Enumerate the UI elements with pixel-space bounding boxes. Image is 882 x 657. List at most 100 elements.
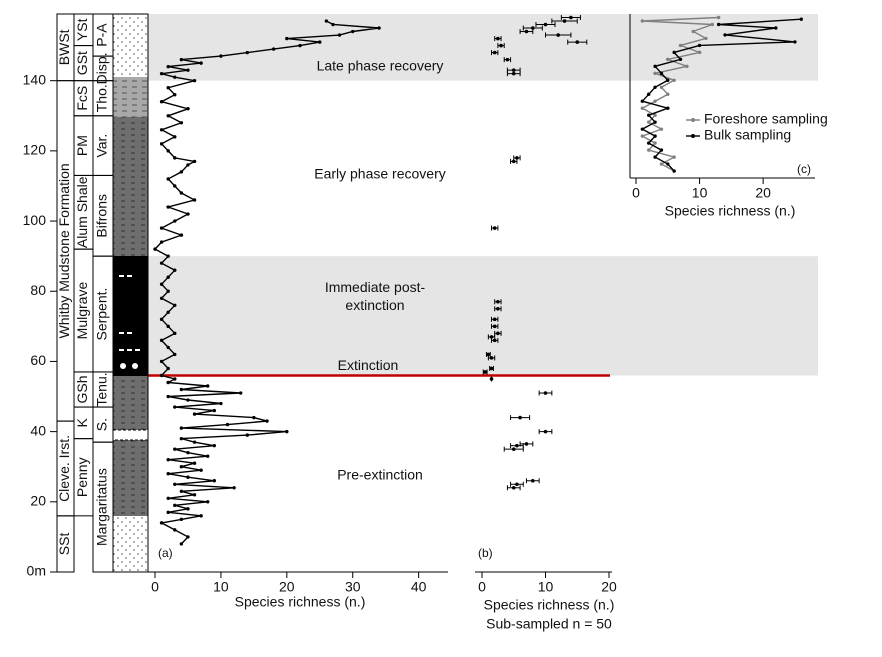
sample-point	[199, 468, 203, 472]
sample-point	[496, 306, 500, 311]
sample-point	[774, 26, 778, 30]
strat-label: Penny	[74, 457, 90, 497]
sample-point	[166, 345, 170, 350]
sample-point	[179, 121, 184, 125]
sample-point	[492, 317, 497, 322]
sample-point	[556, 33, 560, 37]
lithology-column	[112, 13, 149, 573]
sample-point	[159, 240, 164, 244]
sample-point	[159, 296, 164, 300]
x-axis-label: Species richness (n.)	[665, 203, 796, 219]
strat-label: Tenu.	[94, 372, 110, 406]
zone-label: Late phase recovery	[317, 58, 444, 74]
sample-point	[531, 478, 535, 483]
sample-point	[672, 50, 676, 55]
sample-point	[543, 391, 548, 395]
zone-band	[148, 256, 818, 376]
richness-line	[153, 20, 380, 545]
sample-point	[511, 71, 516, 76]
sample-point	[166, 310, 170, 315]
sample-point	[173, 184, 177, 188]
sample-point	[298, 43, 302, 48]
sample-point	[159, 128, 164, 132]
sample-point	[492, 50, 497, 55]
sample-point	[515, 156, 519, 160]
sample-point	[159, 373, 164, 378]
sample-point	[173, 331, 177, 336]
sample-point	[647, 113, 651, 117]
sample-point	[166, 380, 170, 385]
sample-point	[543, 22, 548, 27]
sample-point	[492, 338, 497, 343]
sample-point	[252, 415, 256, 420]
sample-point	[496, 331, 500, 336]
sample-point	[672, 78, 676, 82]
sample-point	[206, 384, 210, 388]
sample-point	[166, 205, 170, 209]
x-tick-label: 0	[151, 579, 159, 595]
strat-label: K	[74, 418, 90, 428]
sample-point	[647, 92, 651, 96]
sample-point	[666, 78, 670, 82]
sample-point	[653, 99, 657, 103]
sample-point	[153, 247, 157, 251]
lithology-layer	[113, 516, 148, 572]
sample-point	[489, 335, 494, 339]
sample-point	[716, 15, 721, 20]
panel-label: (c)	[797, 162, 811, 176]
sample-point	[691, 29, 695, 34]
x-tick-label: 30	[345, 579, 361, 595]
sample-point	[511, 159, 516, 164]
sample-point	[653, 64, 657, 69]
sample-point	[166, 64, 170, 69]
sample-point	[159, 521, 164, 525]
strat-label: Margaritatus	[94, 468, 110, 546]
sample-point	[659, 162, 664, 166]
richness-line	[640, 18, 802, 172]
lithology-layer	[113, 117, 148, 256]
sample-point	[678, 43, 683, 48]
sample-point	[486, 352, 491, 357]
sample-point	[192, 159, 197, 164]
sample-point	[575, 40, 580, 44]
sample-point	[173, 377, 177, 381]
sample-point	[173, 405, 177, 409]
sample-point	[377, 26, 381, 30]
sample-point	[206, 500, 210, 504]
panel-label: (b)	[478, 546, 493, 560]
sample-point	[186, 398, 190, 402]
sample-point	[173, 268, 177, 272]
sample-point	[653, 134, 657, 138]
sample-point	[640, 99, 645, 103]
sample-point	[219, 401, 223, 406]
sample-point	[186, 107, 190, 111]
sample-point	[166, 114, 170, 118]
sample-point	[337, 33, 342, 37]
sample-point	[186, 475, 190, 479]
sample-point	[179, 426, 184, 430]
strat-label: GSh	[74, 376, 90, 404]
sample-point	[199, 61, 203, 65]
sample-point	[159, 226, 164, 230]
sample-point	[173, 135, 177, 139]
sample-point	[697, 43, 702, 48]
x-axis-label: Species richness (n.)	[235, 594, 366, 610]
zone-label: Pre-extinction	[337, 467, 423, 483]
sample-point	[710, 22, 714, 27]
y-tick-label: 0m	[27, 563, 46, 579]
sample-point	[186, 163, 190, 167]
sample-point	[562, 19, 567, 23]
sample-point	[659, 85, 664, 89]
sample-point	[647, 141, 651, 145]
sample-point	[492, 324, 497, 329]
strat-label: GSt	[74, 51, 90, 75]
lithology-layer	[112, 429, 149, 441]
sample-point	[672, 155, 676, 159]
sample-point	[192, 461, 197, 465]
x-tick-label: 20	[279, 579, 295, 595]
sample-point	[186, 450, 190, 455]
legend-label: Bulk sampling	[704, 127, 791, 143]
sample-point	[324, 19, 329, 23]
x-tick-label: 0	[478, 579, 486, 595]
